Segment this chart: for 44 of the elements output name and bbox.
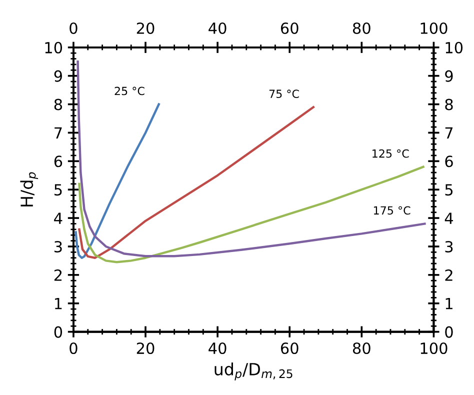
x-tick-label: 80 xyxy=(352,342,370,354)
y2-tick-label: 3 xyxy=(445,240,453,252)
x2-tick-label: 60 xyxy=(280,22,298,34)
x2-tick-label: 40 xyxy=(208,22,226,34)
series-label: 25 °C xyxy=(114,86,144,96)
x-tick-label: 100 xyxy=(420,342,448,354)
x-tick-label: 0 xyxy=(70,342,78,354)
series-label: 125 °C xyxy=(372,149,409,158)
y2-tick-label: 1 xyxy=(446,298,452,310)
y2-tick-label: 6 xyxy=(445,156,453,168)
line-series xyxy=(74,103,160,259)
y-tick-label: 9 xyxy=(54,70,62,82)
y-axis-title: H/d$_{p}$ xyxy=(20,172,38,206)
line-series xyxy=(78,106,314,259)
y-tick-label: 2 xyxy=(54,269,62,281)
y-tick-label: 3 xyxy=(54,240,62,252)
y-tick-label: 6 xyxy=(54,156,62,168)
y2-tick-label: 4 xyxy=(444,212,453,224)
y-tick-label: 8 xyxy=(54,98,62,110)
y2-tick-label: 2 xyxy=(445,269,452,281)
x-tick-label: 20 xyxy=(136,342,154,354)
x2-tick-label: 0 xyxy=(70,22,78,34)
y-tick-label: 4 xyxy=(54,212,62,224)
x2-tick-label: 20 xyxy=(136,22,154,34)
y-tick-label: 0 xyxy=(54,326,62,338)
y-tick-label: 1 xyxy=(55,298,62,310)
x-tick-label: 60 xyxy=(280,342,298,354)
y-tick-label: 7 xyxy=(54,127,62,139)
y2-tick-label: 10 xyxy=(446,42,463,54)
x2-tick-label: 80 xyxy=(352,22,370,34)
line-series xyxy=(78,166,424,264)
y2-tick-label: 9 xyxy=(445,70,453,82)
series-label: 175 °C xyxy=(374,206,410,215)
x2-tick-label: 100 xyxy=(420,22,448,34)
x-tick-label: 40 xyxy=(208,342,226,354)
y-tick-label: 10 xyxy=(45,42,62,54)
x-axis-title: ud$_{p}$/D$_{m,25}$ xyxy=(214,362,292,380)
line-series xyxy=(76,60,426,258)
y2-tick-label: 8 xyxy=(445,98,453,110)
series-label: 75 °C xyxy=(269,90,299,98)
y2-tick-label: 0 xyxy=(445,326,453,338)
y-tick-label: 5 xyxy=(54,184,62,196)
y2-tick-label: 7 xyxy=(445,127,453,139)
y2-tick-label: 5 xyxy=(445,184,453,196)
